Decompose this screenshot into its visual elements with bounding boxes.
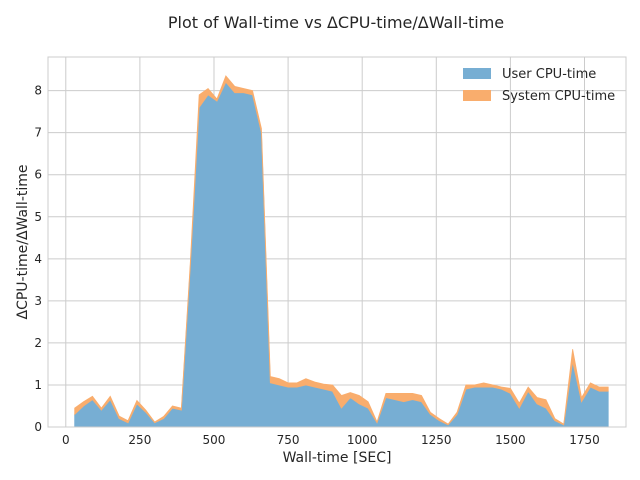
- x-tick-label: 1250: [421, 433, 452, 447]
- x-tick-label: 1000: [347, 433, 378, 447]
- x-tick-label: 500: [203, 433, 226, 447]
- axis-ticks: 0 250 500 750 1000 1250 1500 1750 0 1 2 3 4 5 6 7 8: [34, 84, 599, 447]
- y-tick-label: 5: [34, 210, 42, 224]
- chart-title: Plot of Wall-time vs ΔCPU-time/ΔWall-tim…: [168, 13, 504, 32]
- y-tick-label: 1: [34, 378, 42, 392]
- x-tick-label: 750: [277, 433, 300, 447]
- plot-area-frame: [47, 56, 627, 428]
- x-axis-label: Wall-time [SEC]: [283, 450, 392, 466]
- y-tick-label: 7: [34, 126, 42, 140]
- area-system-cpu-time: [74, 75, 609, 426]
- y-tick-label: 6: [34, 168, 42, 182]
- y-tick-label: 0: [34, 420, 42, 434]
- legend-swatch-system-cpu-time: [463, 90, 491, 101]
- x-tick-label: 250: [128, 433, 151, 447]
- y-axis-label: ΔCPU-time/ΔWall-time: [15, 164, 31, 319]
- x-tick-label: 1500: [495, 433, 526, 447]
- y-tick-label: 2: [34, 336, 42, 350]
- x-tick-label: 0: [62, 433, 70, 447]
- y-tick-label: 8: [34, 84, 42, 98]
- legend-label-user-cpu-time: User CPU-time: [502, 67, 596, 82]
- x-tick-label: 1750: [569, 433, 600, 447]
- legend-label-system-cpu-time: System CPU-time: [502, 89, 615, 104]
- y-tick-label: 3: [34, 294, 42, 308]
- legend-swatch-user-cpu-time: [463, 68, 491, 79]
- y-tick-label: 4: [34, 252, 42, 266]
- legend: User CPU-time System CPU-time: [463, 67, 615, 104]
